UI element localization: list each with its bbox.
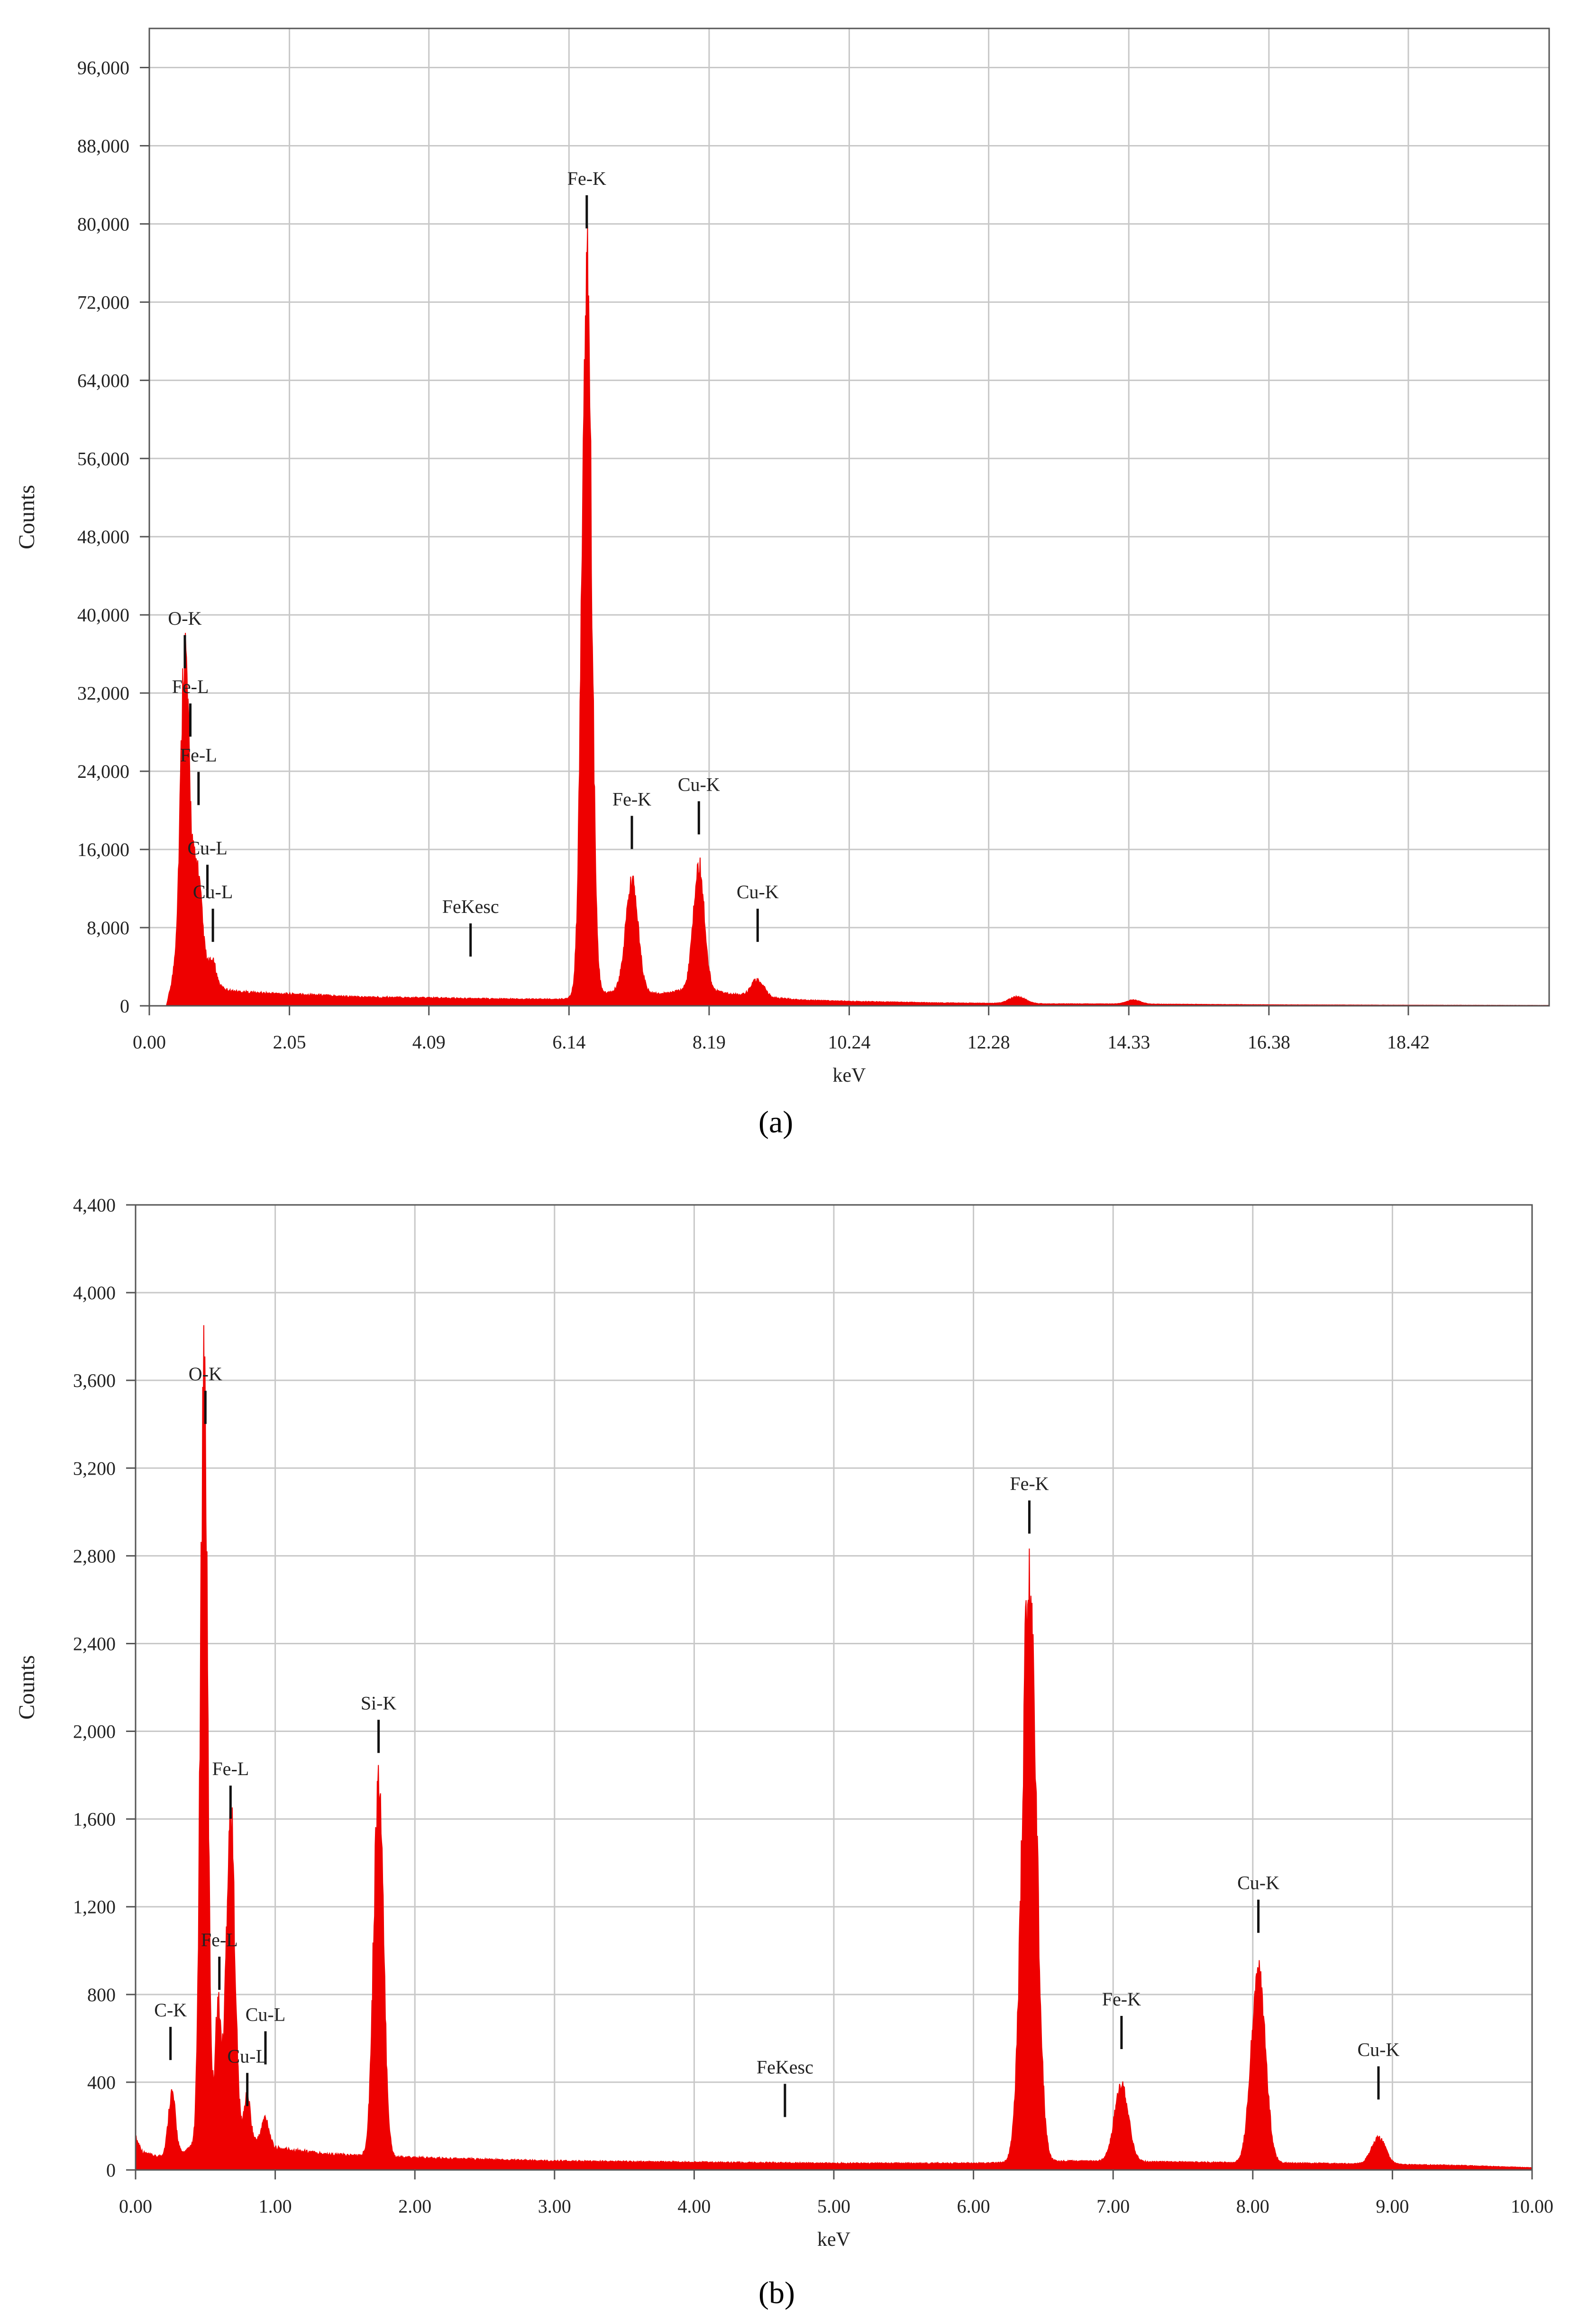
y-tick-label: 3,600 xyxy=(73,1370,116,1391)
x-tick-label: 3.00 xyxy=(538,2196,571,2217)
x-tick-label: 8.19 xyxy=(693,1031,726,1053)
y-tick-label: 0 xyxy=(106,2160,116,2181)
x-tick-label: 4.09 xyxy=(412,1031,446,1053)
panel-label-a: (a) xyxy=(758,1105,794,1139)
peak-label: Cu-L xyxy=(193,881,233,902)
peak-label: Cu-K xyxy=(1237,1872,1279,1894)
y-tick-label: 800 xyxy=(87,1984,116,2005)
x-tick-label: 12.28 xyxy=(968,1031,1010,1053)
y-tick-label: 88,000 xyxy=(77,135,129,156)
peak-label: Cu-L xyxy=(246,2004,285,2025)
peak-label: Fe-K xyxy=(567,168,606,189)
y-tick-label: 0 xyxy=(120,995,129,1017)
peak-label: FeKesc xyxy=(757,2056,813,2078)
x-axis-title: keV xyxy=(817,2229,850,2251)
y-tick-label: 3,200 xyxy=(73,1458,116,1479)
y-tick-label: 72,000 xyxy=(77,292,129,313)
x-tick-label: 14.33 xyxy=(1107,1031,1150,1053)
peak-label: Fe-K xyxy=(1102,1988,1141,2010)
y-tick-label: 2,000 xyxy=(73,1721,116,1742)
x-tick-label: 5.00 xyxy=(817,2196,850,2217)
spectrum-area xyxy=(135,1325,1533,2170)
x-tick-label: 6.00 xyxy=(957,2196,990,2217)
panel-label-b: (b) xyxy=(758,2276,795,2310)
x-tick-label: 16.38 xyxy=(1248,1031,1290,1053)
y-tick-label: 56,000 xyxy=(77,448,129,469)
y-tick-label: 64,000 xyxy=(77,370,129,391)
y-tick-label: 2,800 xyxy=(73,1545,116,1567)
y-tick-label: 400 xyxy=(87,2072,116,2093)
x-tick-label: 10.00 xyxy=(1511,2196,1553,2217)
peak-label: Fe-K xyxy=(612,788,651,810)
chart-b: 0.00 1.00 2.00 3.00 4.00 5.00 6.00 7.00 8.00 9.00… xyxy=(14,1194,1553,2251)
peak-label: Fe-L xyxy=(180,745,217,766)
peak-label: Fe-K xyxy=(1010,1473,1049,1495)
y-tick-label: 48,000 xyxy=(77,526,129,547)
spectrum-area xyxy=(149,225,1550,1006)
x-tick-label: 2.00 xyxy=(398,2196,431,2217)
y-tick-label: 80,000 xyxy=(77,213,129,235)
peak-label: Cu-K xyxy=(1357,2039,1399,2060)
peak-label: O-K xyxy=(168,608,201,629)
peak-label: Cu-L xyxy=(227,2045,267,2067)
y-tick-label: 8,000 xyxy=(87,917,129,939)
peak-label: Fe-L xyxy=(201,1929,238,1950)
x-tick-label: 10.24 xyxy=(828,1031,871,1053)
peak-label: FeKesc xyxy=(442,896,499,917)
x-tick-label: 8.00 xyxy=(1236,2196,1269,2217)
y-tick-label: 16,000 xyxy=(77,839,129,860)
peak-label: C-K xyxy=(154,1999,187,2021)
x-tick-label: 0.00 xyxy=(119,2196,152,2217)
x-tick-label: 4.00 xyxy=(677,2196,711,2217)
peak-label: Cu-K xyxy=(678,774,720,795)
peak-label: Fe-L xyxy=(172,676,209,697)
y-tick-label: 40,000 xyxy=(77,604,129,626)
x-tick-label: 9.00 xyxy=(1376,2196,1409,2217)
y-tick-label: 96,000 xyxy=(77,57,129,78)
peak-label: Si-K xyxy=(361,1692,397,1713)
peak-label: O-K xyxy=(189,1363,222,1385)
x-tick-label: 2.05 xyxy=(273,1031,306,1053)
x-tick-label: 0.00 xyxy=(133,1031,166,1053)
y-tick-label: 32,000 xyxy=(77,683,129,704)
y-tick-label: 4,000 xyxy=(73,1282,116,1303)
peak-label: Cu-L xyxy=(187,837,227,858)
y-tick-label: 4,400 xyxy=(73,1194,116,1216)
peak-label: Fe-L xyxy=(212,1758,249,1779)
x-tick-label: 1.00 xyxy=(259,2196,292,2217)
x-tick-label: 6.14 xyxy=(552,1031,585,1053)
x-axis-title: keV xyxy=(833,1065,866,1086)
y-tick-label: 1,200 xyxy=(73,1896,116,1918)
y-axis-title: Counts xyxy=(14,485,39,549)
peak-label: Cu-K xyxy=(737,881,779,902)
y-tick-label: 2,400 xyxy=(73,1633,116,1654)
y-tick-label: 1,600 xyxy=(73,1809,116,1830)
y-axis-title: Counts xyxy=(14,1655,39,1720)
chart-a: 0.00 2.05 4.09 6.14 8.19 10.24 12.28 14.33 16.38… xyxy=(14,27,1550,1086)
y-tick-label: 24,000 xyxy=(77,761,129,782)
x-tick-label: 18.42 xyxy=(1387,1031,1430,1053)
x-tick-label: 7.00 xyxy=(1096,2196,1130,2217)
